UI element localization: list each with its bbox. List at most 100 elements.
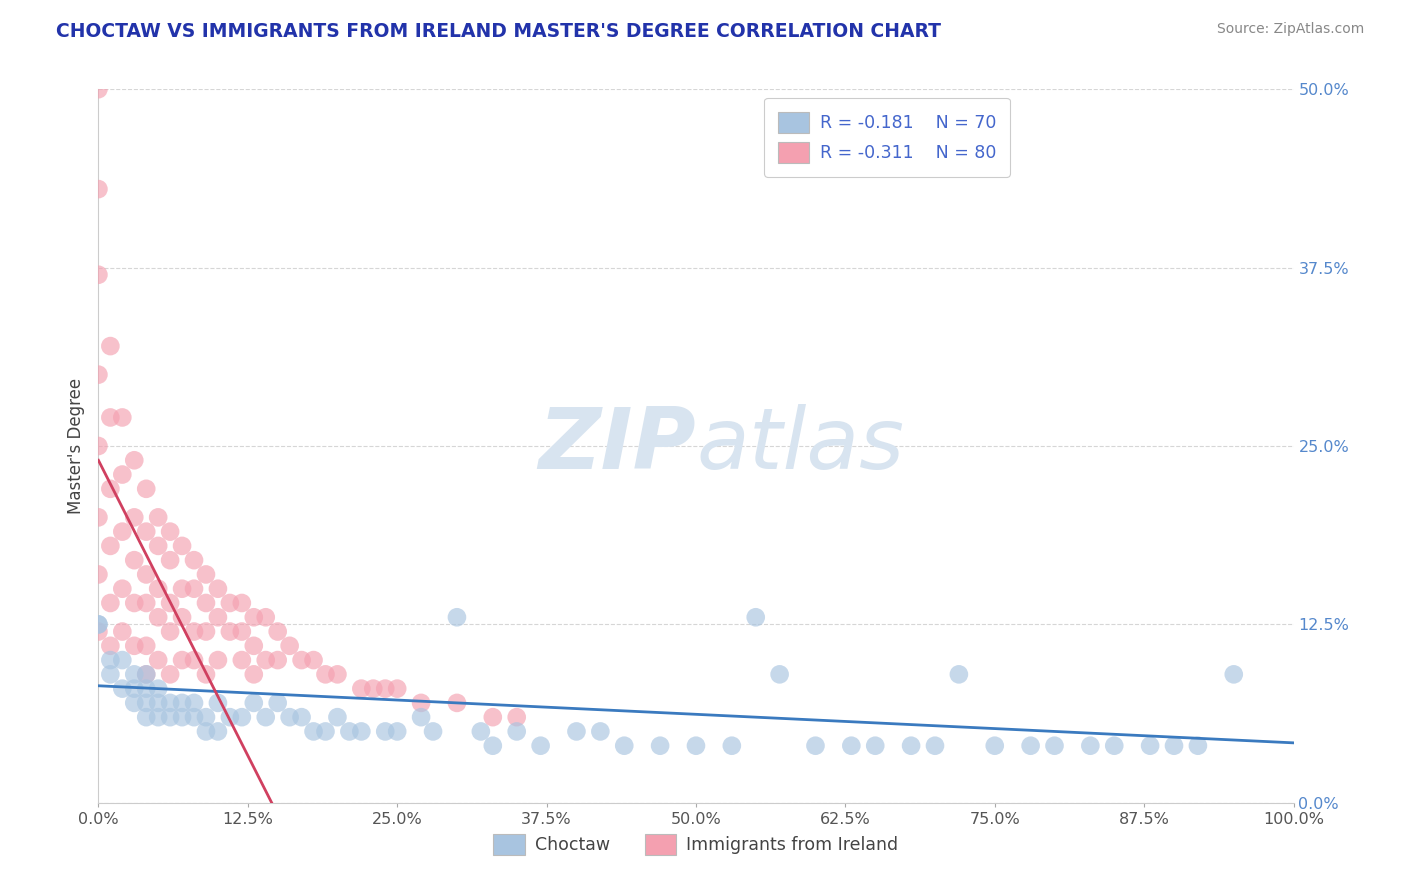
Y-axis label: Master's Degree: Master's Degree bbox=[66, 378, 84, 514]
Point bbox=[98, 596, 122, 610]
Point bbox=[565, 724, 588, 739]
Point bbox=[339, 724, 361, 739]
Point bbox=[183, 553, 205, 567]
Point bbox=[254, 653, 277, 667]
Point bbox=[195, 567, 218, 582]
Point bbox=[159, 553, 181, 567]
Point bbox=[411, 710, 433, 724]
Point bbox=[219, 596, 242, 610]
Point bbox=[183, 653, 205, 667]
Point bbox=[481, 739, 505, 753]
Point bbox=[98, 539, 122, 553]
Point bbox=[148, 582, 170, 596]
Point bbox=[87, 368, 110, 382]
Point bbox=[124, 681, 146, 696]
Point bbox=[243, 696, 266, 710]
Point bbox=[506, 710, 529, 724]
Point bbox=[98, 639, 122, 653]
Point bbox=[374, 681, 396, 696]
Point bbox=[111, 524, 134, 539]
Point bbox=[207, 582, 229, 596]
Point bbox=[87, 617, 110, 632]
Point bbox=[98, 667, 122, 681]
Point bbox=[422, 724, 444, 739]
Point bbox=[135, 482, 157, 496]
Point bbox=[111, 582, 134, 596]
Point bbox=[87, 82, 110, 96]
Point bbox=[148, 610, 170, 624]
Point bbox=[159, 710, 181, 724]
Point bbox=[159, 524, 181, 539]
Point bbox=[1043, 739, 1066, 753]
Point bbox=[243, 610, 266, 624]
Text: atlas: atlas bbox=[696, 404, 904, 488]
Point bbox=[278, 639, 301, 653]
Point bbox=[172, 610, 194, 624]
Point bbox=[948, 667, 970, 681]
Point bbox=[685, 739, 707, 753]
Point bbox=[148, 681, 170, 696]
Point bbox=[1163, 739, 1185, 753]
Point bbox=[1223, 667, 1246, 681]
Point bbox=[648, 739, 672, 753]
Point bbox=[87, 182, 110, 196]
Point bbox=[385, 681, 409, 696]
Point bbox=[721, 739, 744, 753]
Point bbox=[470, 724, 492, 739]
Point bbox=[350, 681, 373, 696]
Point bbox=[1019, 739, 1042, 753]
Point bbox=[98, 653, 122, 667]
Point bbox=[219, 710, 242, 724]
Point bbox=[124, 453, 146, 467]
Point bbox=[768, 667, 790, 681]
Point bbox=[148, 653, 170, 667]
Point bbox=[254, 710, 277, 724]
Point bbox=[267, 653, 290, 667]
Point bbox=[159, 596, 181, 610]
Point bbox=[98, 482, 122, 496]
Point bbox=[135, 596, 157, 610]
Point bbox=[111, 624, 134, 639]
Point bbox=[148, 510, 170, 524]
Point bbox=[530, 739, 553, 753]
Point bbox=[446, 610, 468, 624]
Point bbox=[924, 739, 946, 753]
Point bbox=[135, 639, 157, 653]
Point bbox=[219, 624, 242, 639]
Point bbox=[124, 696, 146, 710]
Point bbox=[865, 739, 887, 753]
Point bbox=[195, 596, 218, 610]
Point bbox=[231, 710, 253, 724]
Point bbox=[135, 696, 157, 710]
Point bbox=[326, 667, 349, 681]
Point bbox=[411, 696, 433, 710]
Point bbox=[207, 610, 229, 624]
Point bbox=[124, 510, 146, 524]
Point bbox=[135, 567, 157, 582]
Point bbox=[841, 739, 863, 753]
Point bbox=[1104, 739, 1126, 753]
Point bbox=[159, 696, 181, 710]
Point bbox=[87, 510, 110, 524]
Point bbox=[267, 696, 290, 710]
Point bbox=[183, 696, 205, 710]
Point bbox=[804, 739, 827, 753]
Point bbox=[745, 610, 768, 624]
Point bbox=[135, 667, 157, 681]
Point bbox=[124, 667, 146, 681]
Point bbox=[172, 653, 194, 667]
Point bbox=[172, 539, 194, 553]
Point bbox=[207, 653, 229, 667]
Point bbox=[243, 639, 266, 653]
Point bbox=[111, 681, 134, 696]
Text: ZIP: ZIP bbox=[538, 404, 696, 488]
Text: Source: ZipAtlas.com: Source: ZipAtlas.com bbox=[1216, 22, 1364, 37]
Point bbox=[900, 739, 922, 753]
Point bbox=[326, 710, 349, 724]
Point bbox=[172, 696, 194, 710]
Point bbox=[195, 667, 218, 681]
Point bbox=[195, 724, 218, 739]
Point bbox=[207, 696, 229, 710]
Point bbox=[135, 667, 157, 681]
Point bbox=[315, 724, 337, 739]
